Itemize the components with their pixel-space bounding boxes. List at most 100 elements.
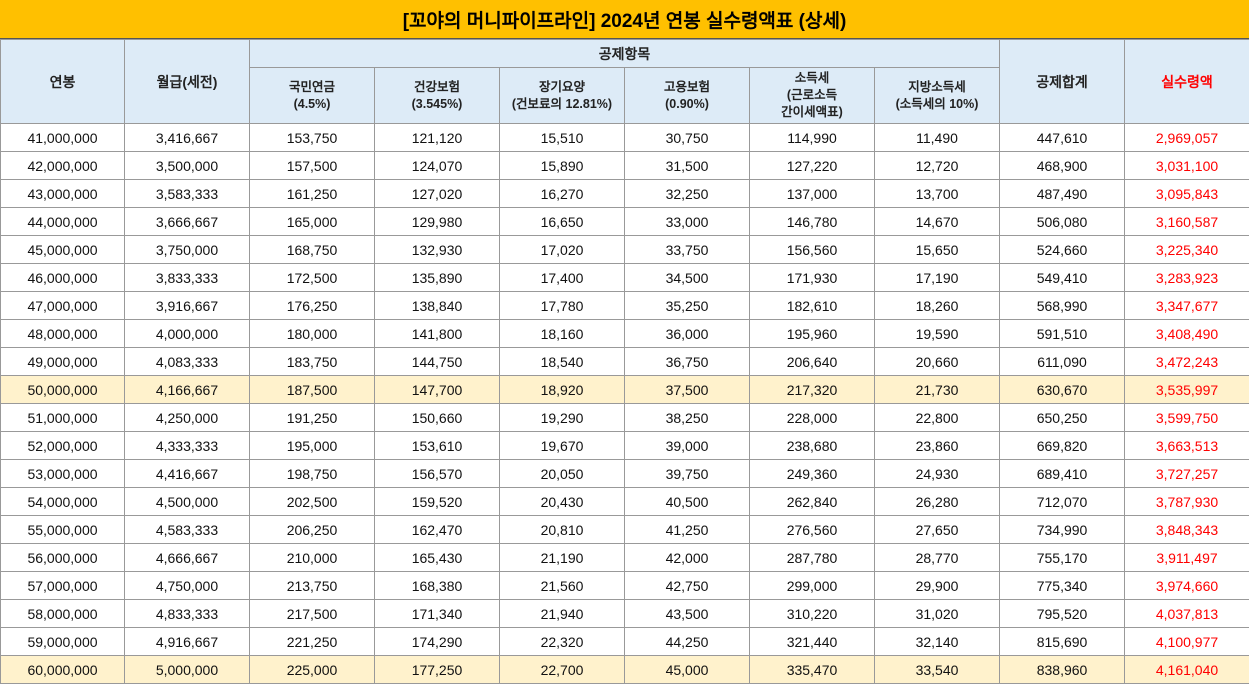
cell: 22,700 (499, 655, 625, 684)
cell: 3,416,667 (124, 123, 250, 152)
cell: 11,490 (873, 123, 1001, 152)
cell: 129,980 (374, 207, 500, 236)
header-line: (건보료의 12.81%) (511, 96, 613, 111)
cell: 146,780 (749, 207, 875, 236)
cell: 162,470 (374, 515, 500, 544)
header-cell: 실수령액 (1124, 39, 1249, 124)
cell: 3,833,333 (124, 263, 250, 292)
cell: 32,250 (624, 179, 750, 208)
cell: 4,250,000 (124, 403, 250, 432)
cell: 47,000,000 (0, 291, 125, 320)
row: 53,000,000 4,416,667 198,750 156,570 20,050 3… (0, 459, 1249, 488)
cell: 43,000,000 (0, 179, 125, 208)
cell: 12,720 (873, 151, 1001, 180)
cell: 50,000,000 (0, 375, 125, 404)
cell: 591,510 (999, 319, 1126, 348)
header-line: 간이세액표) (781, 105, 843, 119)
cell: 159,520 (374, 487, 500, 516)
cell: 287,780 (749, 543, 875, 572)
cell: 18,920 (499, 375, 625, 404)
cell: 16,270 (499, 179, 625, 208)
header-line: 지방소득세 (908, 79, 966, 94)
cell: 21,940 (499, 599, 625, 628)
cell: 165,000 (249, 207, 375, 236)
cell: 183,750 (249, 347, 375, 376)
cell: 447,610 (999, 123, 1126, 152)
cell: 4,100,977 (1124, 627, 1249, 656)
cell: 172,500 (249, 263, 375, 292)
cell: 43,500 (624, 599, 750, 628)
cell: 24,930 (873, 459, 1001, 488)
cell: 3,095,843 (1124, 179, 1249, 208)
cell: 13,700 (873, 179, 1001, 208)
row: 50,000,000 4,166,667 187,500 147,700 18,920 3… (0, 375, 1249, 404)
cell: 4,166,667 (124, 375, 250, 404)
cell: 3,500,000 (124, 151, 250, 180)
cell: 17,190 (873, 263, 1001, 292)
cell: 18,540 (499, 347, 625, 376)
row: 52,000,000 4,333,333 195,000 153,610 19,670 3… (0, 431, 1249, 460)
cell: 41,000,000 (0, 123, 125, 152)
cell: 3,727,257 (1124, 459, 1249, 488)
cell: 198,750 (249, 459, 375, 488)
cell: 568,990 (999, 291, 1126, 320)
cell: 56,000,000 (0, 543, 125, 572)
cell: 57,000,000 (0, 571, 125, 600)
cell: 44,250 (624, 627, 750, 656)
cell: 20,810 (499, 515, 625, 544)
cell: 3,031,100 (1124, 151, 1249, 180)
cell: 650,250 (999, 403, 1126, 432)
header-line: (3.545%) (411, 96, 463, 111)
row: 56,000,000 4,666,667 210,000 165,430 21,190 4… (0, 543, 1249, 572)
header-line: 고용보험 (663, 79, 710, 94)
cell: 21,190 (499, 543, 625, 572)
row: 44,000,000 3,666,667 165,000 129,980 16,650 3… (0, 207, 1249, 236)
cell: 19,290 (499, 403, 625, 432)
row: 49,000,000 4,083,333 183,750 144,750 18,540 3… (0, 347, 1249, 376)
cell: 3,347,677 (1124, 291, 1249, 320)
header-line: (0.90%) (665, 96, 709, 111)
header-cell: 연봉 (0, 39, 125, 124)
cell: 191,250 (249, 403, 375, 432)
title: [꼬야의 머니파이프라인] 2024년 연봉 실수령액표 (상세) (0, 0, 1249, 39)
cell: 114,990 (749, 123, 875, 152)
cell: 630,670 (999, 375, 1126, 404)
cell: 4,161,040 (1124, 655, 1249, 684)
cell: 177,250 (374, 655, 500, 684)
cell: 38,250 (624, 403, 750, 432)
cell: 18,160 (499, 319, 625, 348)
cell: 4,416,667 (124, 459, 250, 488)
cell: 171,340 (374, 599, 500, 628)
row: 51,000,000 4,250,000 191,250 150,660 19,290 3… (0, 403, 1249, 432)
cell: 45,000 (624, 655, 750, 684)
cell: 4,916,667 (124, 627, 250, 656)
cell: 41,250 (624, 515, 750, 544)
cell: 138,840 (374, 291, 500, 320)
header-line: 소득세 (794, 71, 830, 85)
cell: 42,000,000 (0, 151, 125, 180)
cell: 4,500,000 (124, 487, 250, 516)
cell: 144,750 (374, 347, 500, 376)
cell: 156,560 (749, 235, 875, 264)
cell: 795,520 (999, 599, 1126, 628)
cell: 31,020 (873, 599, 1001, 628)
row: 41,000,000 3,416,667 153,750 121,120 15,510 3… (0, 123, 1249, 152)
cell: 276,560 (749, 515, 875, 544)
cell: 3,916,667 (124, 291, 250, 320)
cell: 55,000,000 (0, 515, 125, 544)
cell: 48,000,000 (0, 319, 125, 348)
cell: 33,540 (873, 655, 1001, 684)
cell: 238,680 (749, 431, 875, 460)
cell: 3,848,343 (1124, 515, 1249, 544)
cell: 171,930 (749, 263, 875, 292)
cell: 3,599,750 (1124, 403, 1249, 432)
cell: 174,290 (374, 627, 500, 656)
cell: 168,750 (249, 235, 375, 264)
cell: 228,000 (749, 403, 875, 432)
cell: 124,070 (374, 151, 500, 180)
cell: 180,000 (249, 319, 375, 348)
cell: 37,500 (624, 375, 750, 404)
cell: 16,650 (499, 207, 625, 236)
cell: 127,220 (749, 151, 875, 180)
header-line: 국민연금 (288, 79, 335, 94)
